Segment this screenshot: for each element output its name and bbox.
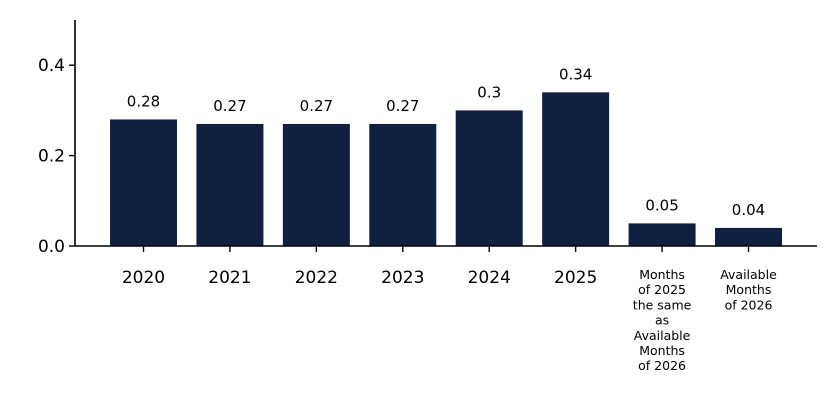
value-label-1: 0.27	[213, 97, 246, 115]
value-label-0: 0.28	[127, 92, 160, 110]
bar-6	[628, 223, 696, 246]
value-labels: 0.28 0.27 0.27 0.27 0.3 0.34 0.05 0.04	[127, 65, 765, 219]
y-tick-label-0: 0.0	[38, 237, 65, 257]
value-label-3: 0.27	[386, 97, 419, 115]
value-label-4: 0.3	[477, 83, 501, 101]
x-tick-label-7: Available Months of 2026	[720, 267, 777, 312]
x-tick-label-3: 2023	[381, 268, 424, 288]
bar-7	[715, 227, 782, 246]
bar-5	[542, 92, 610, 246]
x-tick-label-1: 2021	[208, 268, 251, 288]
bar-2	[282, 123, 350, 246]
value-label-6: 0.05	[645, 196, 678, 214]
y-tick-label-2: 0.4	[38, 56, 65, 76]
bar-4	[455, 110, 523, 247]
x-tick-label-0: 2020	[122, 268, 165, 288]
x-tick-label-4: 2024	[468, 268, 511, 288]
value-label-5: 0.34	[559, 65, 592, 83]
axes	[74, 20, 817, 247]
y-tick-label-1: 0.2	[38, 147, 65, 167]
value-label-2: 0.27	[300, 97, 333, 115]
bar-3	[369, 123, 437, 246]
y-ticks: 0.0 0.2 0.4	[38, 56, 75, 257]
x-tick-label-2: 2022	[295, 268, 338, 288]
bars	[110, 92, 782, 247]
bar-1	[196, 123, 264, 246]
bar-0	[110, 119, 177, 246]
x-ticks: 2020 2021 2022 2023 2024 2025 Months of 2025 the…	[122, 246, 777, 373]
value-label-7: 0.04	[732, 201, 765, 219]
x-tick-label-5: 2025	[554, 268, 597, 288]
x-tick-label-6: Months of 2025 the same as Available Months of…	[633, 267, 692, 373]
